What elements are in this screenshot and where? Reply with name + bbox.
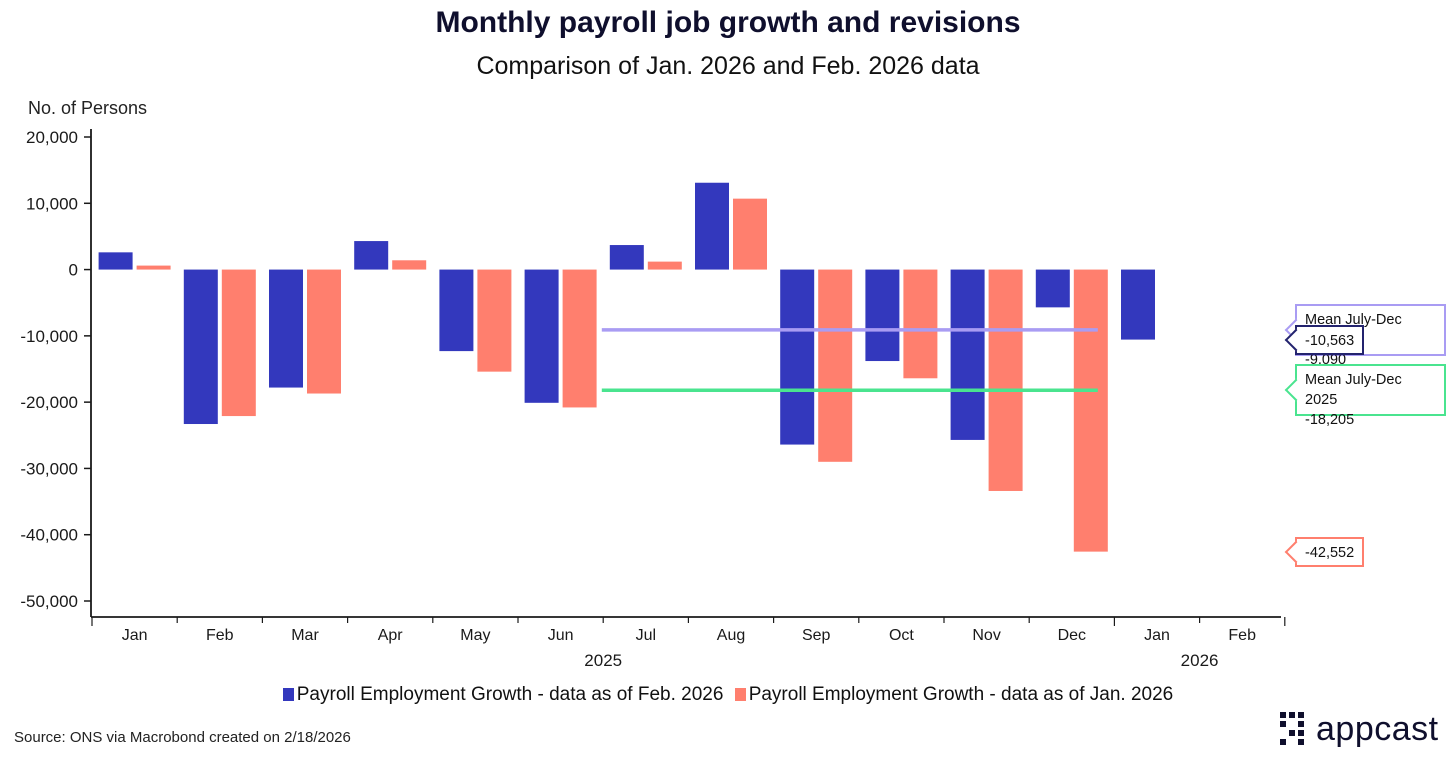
x-tick-label: Sep [802,627,831,644]
bar-feb-2026 [524,269,559,403]
x-tick-label: Dec [1058,627,1086,644]
y-tick-label: -20,000 [20,393,78,412]
y-tick-label: 20,000 [26,128,78,147]
bar-feb-2026 [183,269,218,425]
legend-label-jan: Payroll Employment Growth - data as of J… [748,684,1174,705]
x-tick-label: Feb [1228,627,1256,644]
bar-feb-2026 [1035,269,1070,308]
callout-text: -18,205 [1305,412,1355,429]
bar-jan-2026 [477,269,512,372]
source-note: Source: ONS via Macrobond created on 2/1… [14,729,351,746]
x-tick-label: Oct [889,627,914,644]
appcast-logo: appcast [1280,710,1446,752]
y-axis-label: No. of Persons [28,98,148,118]
y-tick-label: 0 [69,261,78,280]
x-tick-label: Apr [378,627,404,644]
y-tick-label: -30,000 [20,459,78,478]
x-tick-label: Aug [717,627,745,644]
bar-jan-2026 [1073,269,1108,552]
legend-swatch-jan [734,688,746,701]
legend: Payroll Employment Growth - data as of F… [0,684,1456,706]
bar-feb-2026 [609,245,644,270]
bar-jan-2026 [562,269,597,408]
callout-box: -42,552 [1284,536,1365,567]
bar-feb-2026 [98,252,133,270]
x-tick-label: Jan [1144,627,1170,644]
bar-chart: 20,000 10,000 0 -10,000 -20,000 -30,000 -40,00… [20,128,1286,670]
x-year-label: 2025 [584,651,622,670]
y-tick-label: -40,000 [20,526,78,545]
x-tick-label: Mar [291,627,319,644]
x-tick-label: Jun [548,627,574,644]
callout-text: -10,563 [1305,332,1355,349]
callout-box: Mean July-Dec 2025 -18,205 [1284,364,1446,428]
bar-feb-2026 [695,182,729,270]
legend-label-feb: Payroll Employment Growth - data as of F… [296,684,724,705]
bar-feb-2026 [269,269,303,388]
bar-feb-2026 [354,241,389,270]
bar-feb-2026 [780,269,815,445]
callout-text: Mean July-Dec 2025 [1305,372,1402,409]
bar-jan-2026 [307,269,341,394]
bar-jan-2026 [988,269,1023,491]
bar-jan-2026 [818,269,853,462]
legend-item-feb: Payroll Employment Growth - data as of F… [282,684,724,706]
callout-text: -9,090 [1305,351,1347,368]
bar-feb-2026 [1121,269,1155,340]
bar-jan-2026 [647,261,682,270]
appcast-logo-icon [1280,712,1304,745]
x-tick-label: Jul [636,627,656,644]
bar-jan-2026 [903,269,938,379]
y-tick-label: -10,000 [20,327,78,346]
callout-text: -42,552 [1305,544,1355,561]
x-tick-label: May [460,627,490,644]
x-year-label: 2026 [1181,651,1219,670]
y-tick-label: -50,000 [20,592,78,611]
bar-feb-2026 [950,269,985,440]
appcast-logo-text: appcast [1316,710,1439,748]
bar-feb-2026 [439,269,474,352]
legend-swatch-feb [282,688,294,701]
x-tick-label: Jan [122,627,148,644]
x-tick-label: Feb [206,627,234,644]
bar-jan-2026 [136,265,171,270]
bar-feb-2026 [865,269,900,362]
chart-subtitle: Comparison of Jan. 2026 and Feb. 2026 da… [476,52,980,80]
bar-jan-2026 [392,260,427,270]
bar-jan-2026 [733,198,767,270]
legend-item-jan: Payroll Employment Growth - data as of J… [734,684,1174,706]
chart-title: Monthly payroll job growth and revisions [435,6,1021,39]
bar-jan-2026 [221,269,256,417]
callout-box: -10,563 [1284,324,1365,355]
x-tick-label: Nov [972,627,1000,644]
y-tick-label: 10,000 [26,194,78,213]
